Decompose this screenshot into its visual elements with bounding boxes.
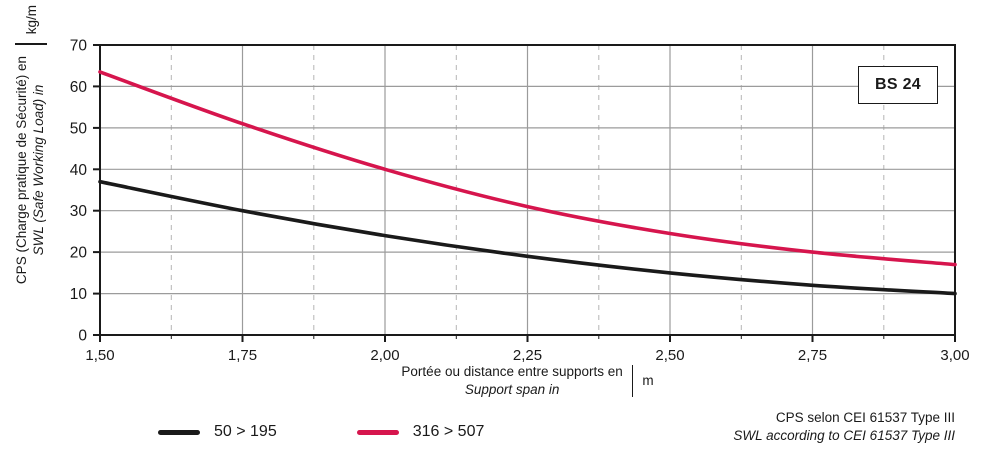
axis-ticks — [93, 44, 956, 342]
svg-text:2,00: 2,00 — [370, 347, 399, 364]
curve-316-507 — [98, 70, 957, 267]
legend-swatch-red — [356, 429, 399, 435]
y-axis-unit-label: kg/m — [23, 5, 39, 35]
standard-note-fr: CPS selon CEI 61537 Type III — [775, 410, 955, 425]
standard-note-en: SWL according to CEI 61537 Type III — [733, 427, 955, 443]
y-axis-title: CPS (Charge pratique de Sécurité) en SWL… — [4, 5, 58, 335]
svg-text:2,50: 2,50 — [655, 347, 684, 364]
svg-text:2,75: 2,75 — [798, 347, 827, 364]
standard-note: CPS selon CEI 61537 Type III SWL accordi… — [733, 409, 955, 444]
x-axis-title-en: Support span in — [464, 381, 560, 397]
x-axis-unit-label: m — [642, 373, 654, 389]
legend-item-red-series: 316 > 507 — [356, 423, 485, 441]
svg-text:20: 20 — [70, 245, 88, 262]
unit-divider — [15, 43, 47, 45]
legend: 50 > 195 316 > 507 — [158, 423, 484, 441]
svg-text:2,25: 2,25 — [513, 347, 542, 364]
svg-text:40: 40 — [70, 162, 88, 179]
reference-badge: BS 24 — [858, 66, 938, 104]
load-chart-plot: 1,50 1,75 2,00 2,25 2,50 2,75 3,00 0 10 20 30 40 50 6… — [70, 38, 970, 365]
legend-label-red: 316 > 507 — [412, 423, 485, 440]
y-axis-title-en: SWL (Safe Working Load) in — [31, 84, 46, 256]
reference-badge-label: BS 24 — [875, 76, 921, 93]
svg-text:50: 50 — [70, 120, 88, 137]
legend-item-black-series: 50 > 195 — [158, 423, 277, 441]
x-axis-title-text: Portée ou distance entre supports en Sup… — [401, 363, 622, 398]
svg-text:30: 30 — [70, 203, 88, 220]
svg-text:1,50: 1,50 — [85, 347, 114, 364]
y-axis-unit: kg/m — [15, 5, 47, 54]
x-axis-unit: m — [623, 364, 654, 397]
unit-divider — [631, 364, 634, 397]
y-axis-title-text: CPS (Charge pratique de Sécurité) en SWL… — [14, 5, 48, 335]
tick-labels: 1,50 1,75 2,00 2,25 2,50 2,75 3,00 0 10 20 30 40 50 6… — [70, 38, 970, 365]
svg-text:70: 70 — [70, 38, 88, 55]
x-axis-title-fr: Portée ou distance entre supports en — [401, 364, 623, 379]
x-axis-title: Portée ou distance entre supports en Sup… — [100, 363, 955, 398]
grid-minor — [170, 45, 885, 335]
grid-major — [100, 45, 955, 335]
svg-text:10: 10 — [70, 286, 88, 303]
svg-text:1,75: 1,75 — [228, 347, 257, 364]
y-axis-title-fr: CPS (Charge pratique de Sécurité) en — [14, 55, 30, 285]
curve-50-195 — [98, 179, 957, 296]
legend-label-black: 50 > 195 — [214, 423, 277, 440]
svg-text:60: 60 — [70, 79, 88, 96]
svg-text:0: 0 — [78, 328, 87, 345]
legend-swatch-black — [158, 429, 200, 435]
svg-text:3,00: 3,00 — [940, 347, 969, 364]
series-curves — [98, 70, 957, 296]
